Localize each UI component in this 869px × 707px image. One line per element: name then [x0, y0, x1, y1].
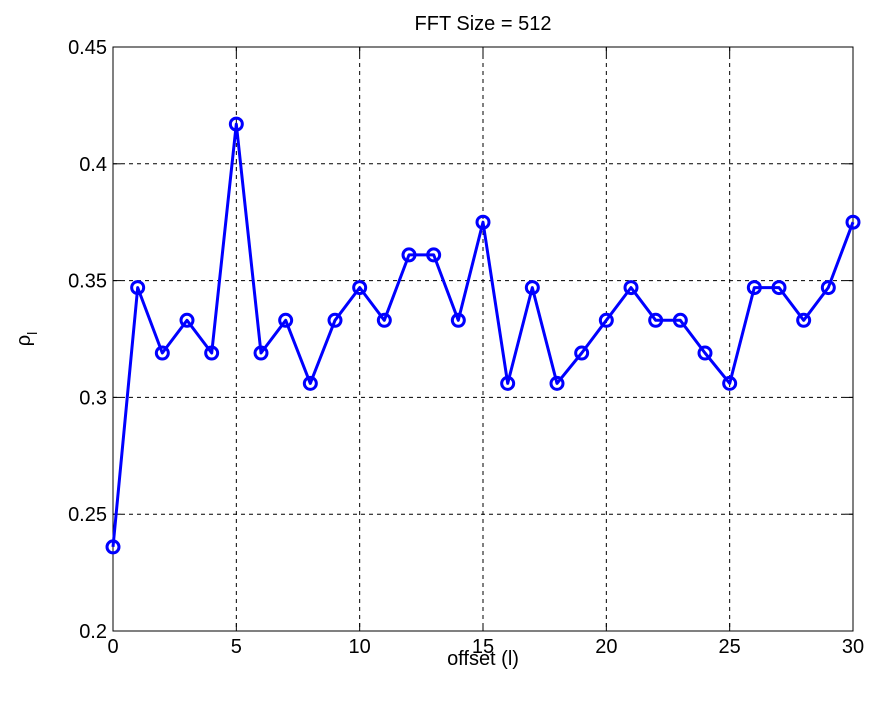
data-point — [845, 214, 861, 230]
data-point — [327, 312, 343, 328]
chart-title: FFT Size = 512 — [415, 13, 552, 35]
x-tick-label: 15 — [472, 636, 494, 658]
data-point — [746, 280, 762, 296]
x-tick-label: 20 — [595, 636, 617, 658]
x-tick-label: 30 — [842, 636, 864, 658]
data-point — [475, 214, 491, 230]
y-axis-label: ρl — [13, 332, 40, 347]
data-point — [574, 345, 590, 361]
data-point — [426, 247, 442, 263]
x-tick-label: 10 — [349, 636, 371, 658]
data-point — [154, 345, 170, 361]
y-tick-label: 0.45 — [68, 37, 107, 59]
data-point — [722, 375, 738, 391]
y-tick-label: 0.3 — [79, 387, 107, 409]
data-point — [352, 280, 368, 296]
y-axis-label-main: ρ — [13, 335, 35, 346]
x-tick-label: 0 — [107, 636, 118, 658]
data-point — [697, 345, 713, 361]
x-tick-label: 5 — [231, 636, 242, 658]
y-tick-labels: 0.2 0.25 0.3 0.35 0.4 0.45 — [68, 37, 107, 643]
data-point — [524, 280, 540, 296]
series-line — [111, 122, 855, 548]
data-point — [302, 375, 318, 391]
data-point — [672, 312, 688, 328]
data-point — [228, 116, 244, 132]
data-point — [179, 312, 195, 328]
data-point — [623, 280, 639, 296]
data-point — [771, 280, 787, 296]
data-point — [796, 312, 812, 328]
y-tick-label: 0.35 — [68, 271, 107, 293]
y-tick-label: 0.4 — [79, 154, 107, 176]
x-tick-labels: 0 5 10 15 20 25 30 — [107, 636, 864, 658]
data-point — [105, 539, 121, 555]
x-axis-label: offset (l) — [447, 648, 519, 670]
data-point — [376, 312, 392, 328]
series — [105, 116, 861, 555]
data-point — [500, 375, 516, 391]
data-point — [253, 345, 269, 361]
data-point — [549, 375, 565, 391]
grid — [113, 47, 853, 631]
x-tick-label: 25 — [719, 636, 741, 658]
y-tick-label: 0.2 — [79, 621, 107, 643]
data-point — [648, 312, 664, 328]
data-point — [204, 345, 220, 361]
y-tick-label: 0.25 — [68, 504, 107, 526]
data-point — [401, 247, 417, 263]
ticks — [112, 46, 854, 632]
data-point — [278, 312, 294, 328]
data-point — [130, 280, 146, 296]
data-point — [450, 312, 466, 328]
y-axis-label-sub: l — [24, 332, 40, 335]
data-point — [820, 280, 836, 296]
data-point — [598, 312, 614, 328]
